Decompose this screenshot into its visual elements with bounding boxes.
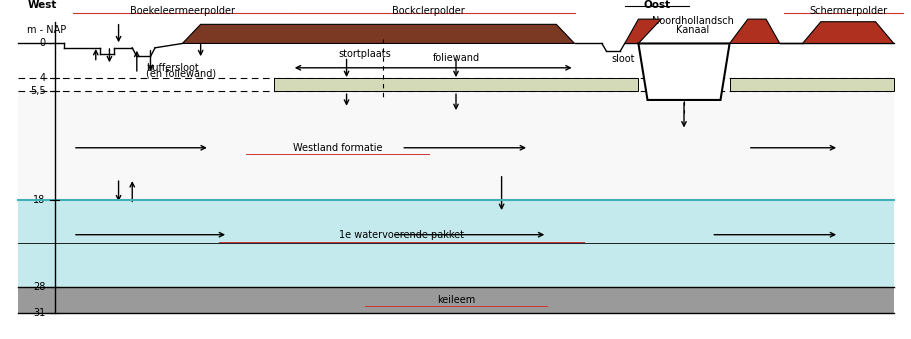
Text: klei/veenlaag: klei/veenlaag <box>486 80 552 90</box>
Text: Westland formatie: Westland formatie <box>292 143 382 153</box>
Polygon shape <box>624 19 660 43</box>
Text: m - NAP: m - NAP <box>27 25 67 35</box>
Bar <box>273 78 638 91</box>
Text: Boekeleermeerpolder: Boekeleermeerpolder <box>129 6 235 16</box>
Text: 5,5: 5,5 <box>30 86 46 96</box>
Text: Schermerpolder: Schermerpolder <box>808 6 886 16</box>
Bar <box>18 200 893 287</box>
Text: 28: 28 <box>33 282 46 292</box>
Text: 1e watervoerende pakket: 1e watervoerende pakket <box>338 230 464 240</box>
Text: 0: 0 <box>39 38 46 48</box>
Text: 4: 4 <box>39 73 46 83</box>
Text: Oost: Oost <box>642 0 670 11</box>
Bar <box>729 78 893 91</box>
Polygon shape <box>729 19 779 43</box>
Bar <box>18 91 893 200</box>
Text: stortplaats: stortplaats <box>338 49 391 59</box>
Text: Bockclerpolder: Bockclerpolder <box>392 6 465 16</box>
Text: (en foliewand): (en foliewand) <box>146 69 216 79</box>
Text: buffersloot: buffersloot <box>146 63 199 73</box>
Polygon shape <box>802 22 893 43</box>
Text: foliewand: foliewand <box>432 54 479 63</box>
Text: Kanaal: Kanaal <box>676 25 709 35</box>
Polygon shape <box>638 43 729 100</box>
Polygon shape <box>182 24 574 43</box>
Text: Noordhollandsch: Noordhollandsch <box>651 16 733 26</box>
Bar <box>18 287 893 313</box>
Text: 31: 31 <box>34 308 46 318</box>
Text: West: West <box>27 0 56 11</box>
Text: sloot: sloot <box>610 54 634 64</box>
Text: keileem: keileem <box>436 295 475 305</box>
Text: 18: 18 <box>34 195 46 205</box>
